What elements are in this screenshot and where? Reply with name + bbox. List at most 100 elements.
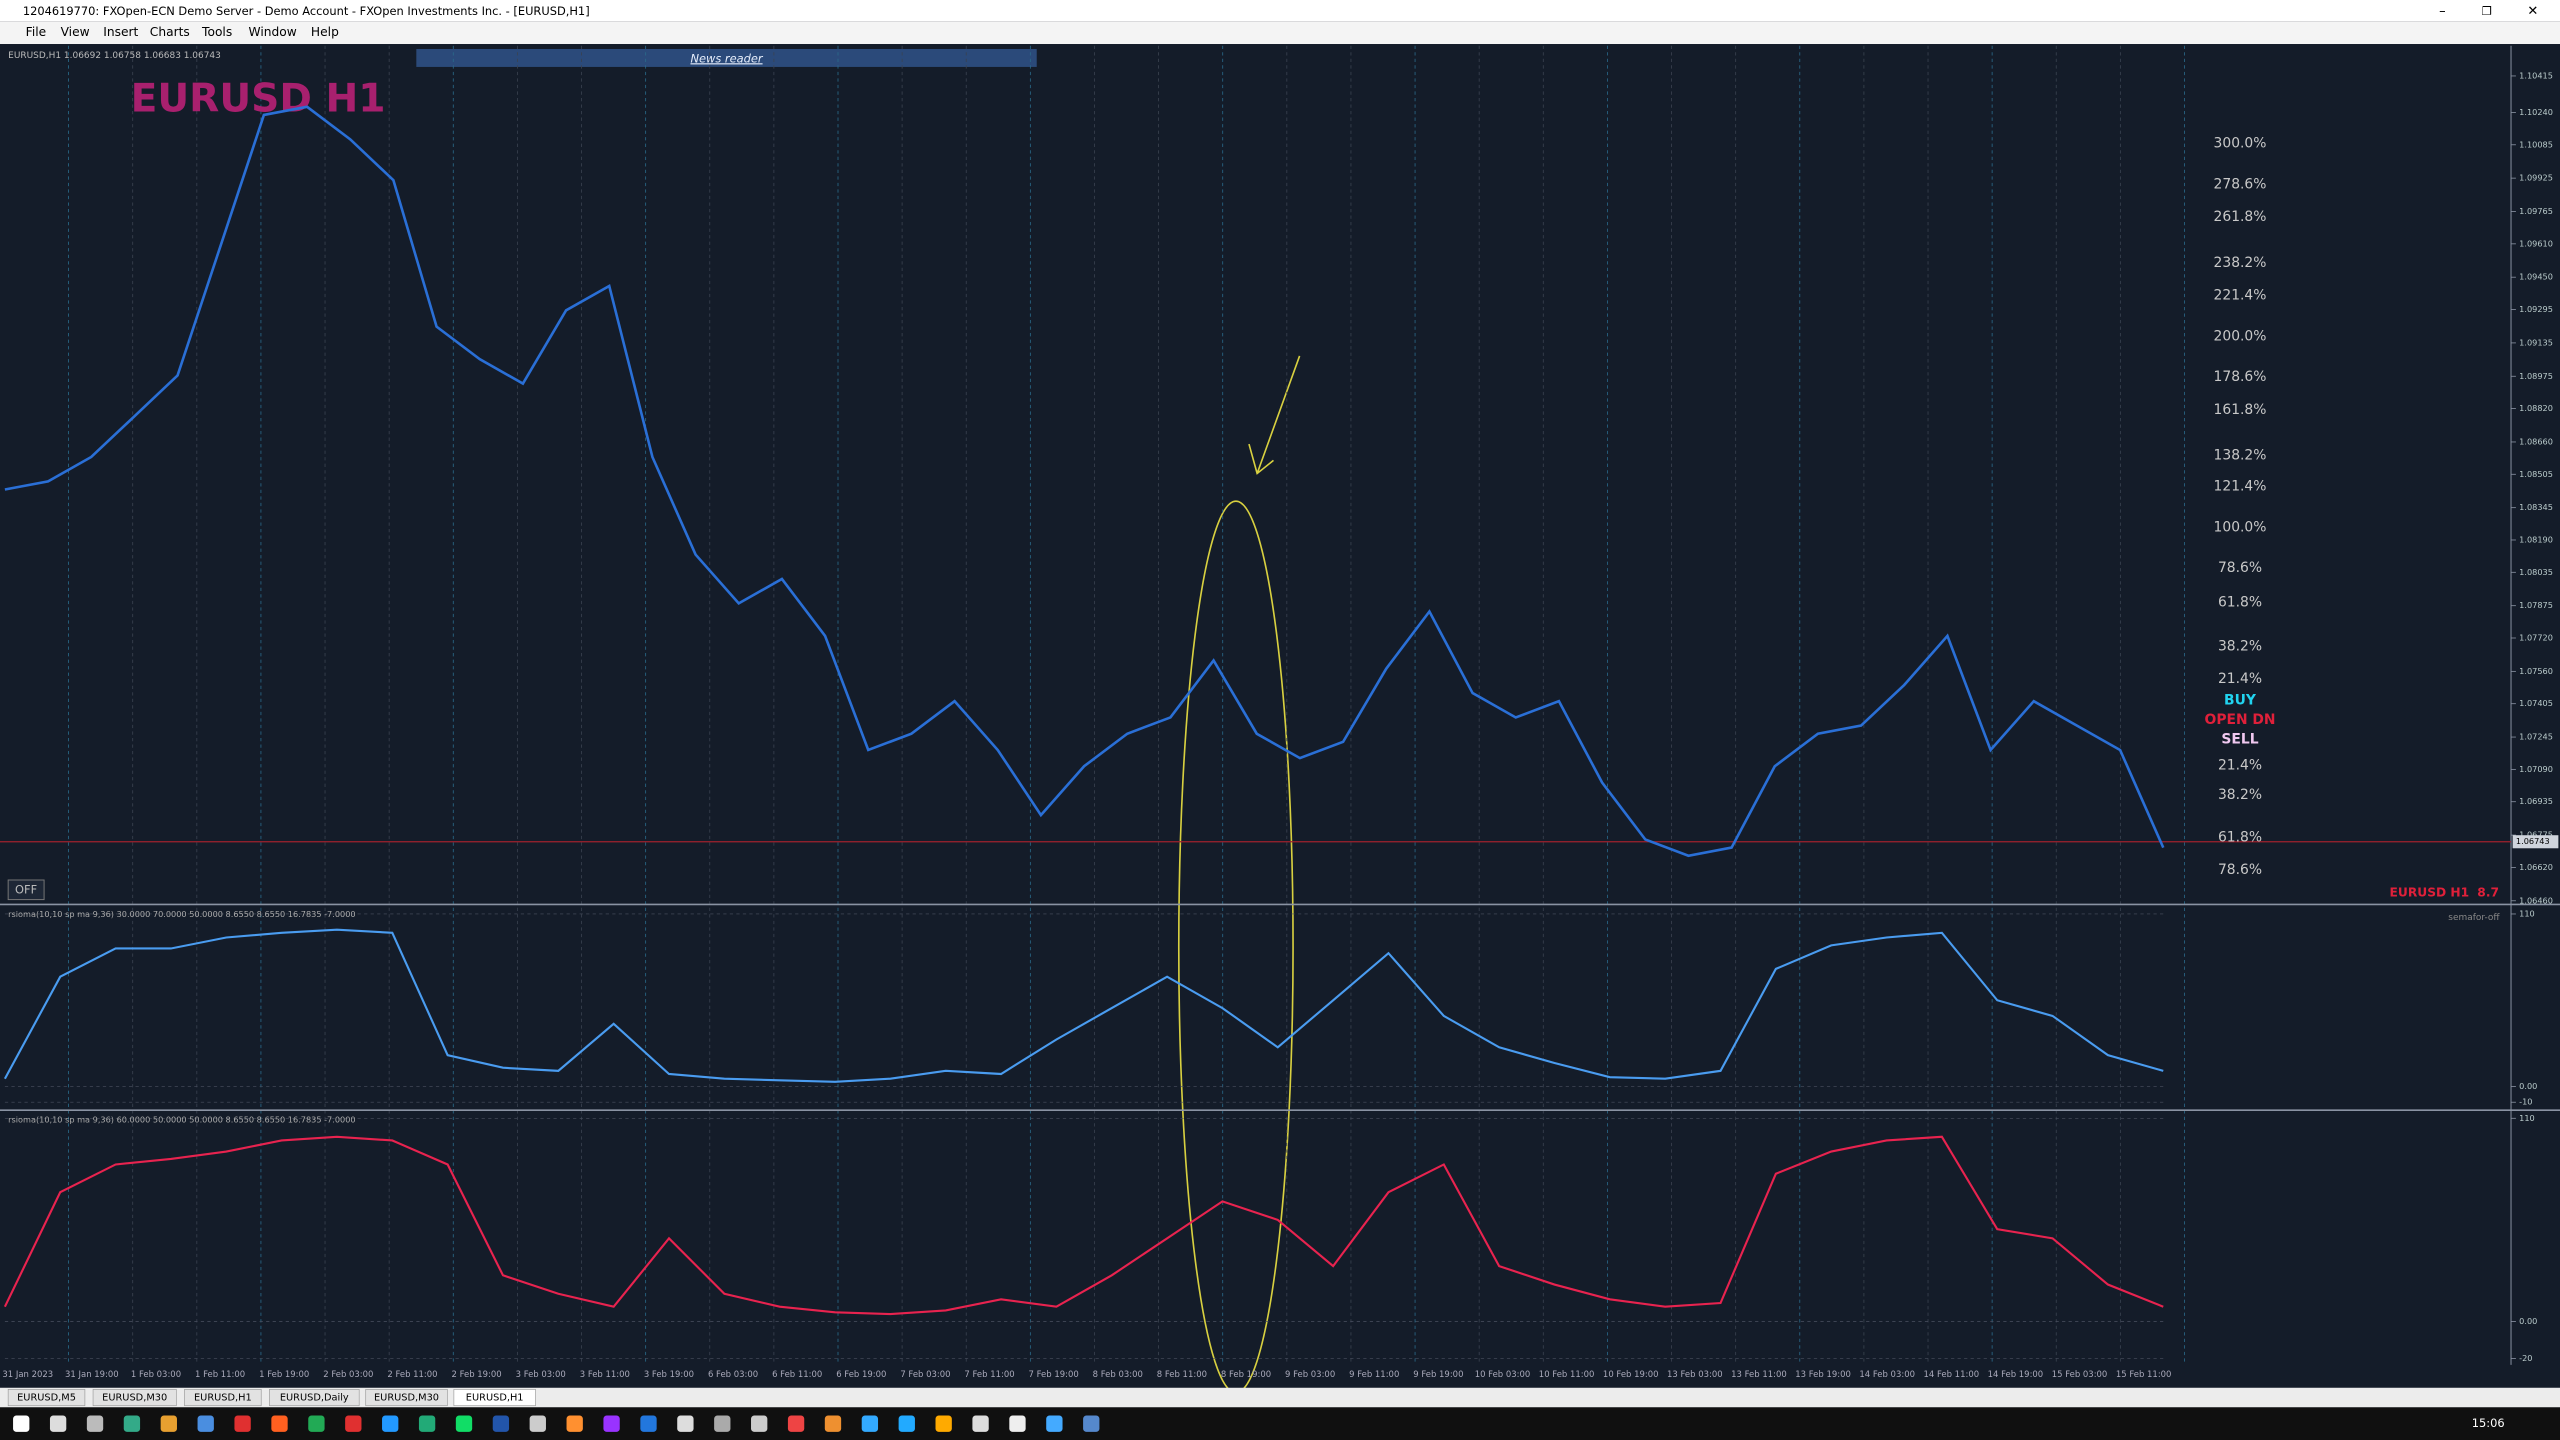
symbol-info: EURUSD,H1 1.06692 1.06758 1.06683 1.0674… xyxy=(8,51,221,61)
time-label: 15 Feb 03:00 xyxy=(2052,1369,2108,1379)
current-price-label: 1.06743 xyxy=(2516,836,2550,846)
time-label: 2 Feb 03:00 xyxy=(323,1369,373,1379)
y-tick-label: 1.07090 xyxy=(2519,764,2553,774)
y-tick-label: 1.08505 xyxy=(2519,469,2553,479)
tab[interactable] xyxy=(453,1389,536,1407)
menu-item[interactable]: Charts xyxy=(150,25,190,39)
fib-level: 61.8% xyxy=(2218,594,2262,610)
taskbar-icon[interactable] xyxy=(1046,1415,1063,1432)
fib-level: 138.2% xyxy=(2214,448,2267,464)
taskbar-icon[interactable] xyxy=(824,1415,842,1432)
time-label: 1 Feb 03:00 xyxy=(131,1369,181,1379)
time-label: 31 Jan 2023 xyxy=(2,1369,53,1379)
time-label: 10 Feb 11:00 xyxy=(1539,1369,1595,1379)
tab-label: EURUSD,M30 xyxy=(102,1393,167,1404)
taskbar-icon[interactable] xyxy=(972,1415,989,1432)
taskbar-icon[interactable] xyxy=(898,1415,915,1432)
news-reader[interactable]: News reader xyxy=(690,51,763,65)
y-tick-label: 1.08345 xyxy=(2519,502,2553,512)
fib-level: 300.0% xyxy=(2214,136,2267,152)
taskbar-icon[interactable] xyxy=(603,1415,620,1432)
taskbar-icon[interactable] xyxy=(677,1415,694,1432)
y-tick-label: 1.08035 xyxy=(2519,567,2553,577)
time-label: 13 Feb 19:00 xyxy=(1795,1369,1851,1379)
minimize[interactable]: – xyxy=(2439,4,2446,19)
tab[interactable] xyxy=(269,1389,360,1407)
y-tick-label: 1.07245 xyxy=(2519,732,2553,742)
time-label: 7 Feb 19:00 xyxy=(1029,1369,1079,1379)
time-label: 9 Feb 11:00 xyxy=(1349,1369,1399,1379)
y-tick-label: 1.09450 xyxy=(2519,272,2553,282)
time-label: 6 Feb 11:00 xyxy=(772,1369,822,1379)
y-tick-label: 1.07875 xyxy=(2519,600,2553,610)
taskbar-icon[interactable] xyxy=(566,1415,583,1432)
taskbar-icon[interactable] xyxy=(861,1415,879,1432)
time-label: 14 Feb 19:00 xyxy=(1988,1369,2044,1379)
taskbar-icon[interactable] xyxy=(455,1415,473,1432)
menu-item[interactable]: Insert xyxy=(103,25,138,39)
taskbar-icon[interactable] xyxy=(86,1415,104,1432)
fib-level: 21.4% xyxy=(2218,758,2262,774)
tab[interactable] xyxy=(92,1389,177,1407)
y-tick-label: 1.10415 xyxy=(2519,70,2553,80)
close[interactable]: ✕ xyxy=(2527,4,2538,19)
taskbar-icon[interactable] xyxy=(308,1415,325,1432)
maximize[interactable]: ❐ xyxy=(2482,4,2492,18)
y-tick-label: -10 xyxy=(2519,1097,2532,1107)
menu-item[interactable]: File xyxy=(26,25,46,39)
fib-level: 278.6% xyxy=(2214,176,2267,192)
fib-level: 61.8% xyxy=(2218,830,2262,846)
taskbar-icon[interactable] xyxy=(714,1415,731,1432)
taskbar-icon[interactable] xyxy=(529,1415,546,1432)
taskbar-icon[interactable] xyxy=(345,1415,362,1432)
corner-label: EURUSD H1 xyxy=(2390,886,2470,900)
price-line xyxy=(4,105,2165,858)
taskbar-icon[interactable] xyxy=(935,1415,952,1432)
time-label: 15 Feb 11:00 xyxy=(2116,1369,2172,1379)
price-line xyxy=(3,928,2164,1083)
time-label: 13 Feb 03:00 xyxy=(1667,1369,1723,1379)
taskbar-icon[interactable] xyxy=(1083,1415,1100,1432)
menu-item[interactable]: View xyxy=(61,25,90,39)
y-tick-label: 1.09295 xyxy=(2519,304,2553,314)
y-tick-label: 1.08820 xyxy=(2519,403,2553,413)
taskbar-icon[interactable] xyxy=(271,1415,288,1432)
y-tick-label: 110 xyxy=(2519,908,2535,918)
news-reader-bar[interactable] xyxy=(416,48,1037,67)
menu-item[interactable]: Tools xyxy=(201,25,232,39)
y-tick-label: 1.06775 xyxy=(2519,830,2553,840)
time-label: 14 Feb 11:00 xyxy=(1924,1369,1980,1379)
time-label: 8 Feb 03:00 xyxy=(1093,1369,1143,1379)
taskbar-icon[interactable] xyxy=(492,1415,510,1432)
taskbar-icon[interactable] xyxy=(418,1415,436,1432)
menu-bar xyxy=(0,21,2560,45)
taskbar-icon[interactable] xyxy=(751,1415,768,1432)
time-label: 1 Feb 11:00 xyxy=(195,1369,245,1379)
fib-level: OPEN DN xyxy=(2205,712,2276,728)
y-tick-label: 1.06935 xyxy=(2519,796,2553,806)
taskbar-icon[interactable] xyxy=(382,1415,399,1432)
fib-level: 200.0% xyxy=(2214,328,2267,344)
time-label: 3 Feb 03:00 xyxy=(516,1369,566,1379)
taskbar-icon[interactable] xyxy=(123,1415,141,1432)
tab-bar xyxy=(0,1387,2560,1408)
taskbar-icon[interactable] xyxy=(197,1415,214,1432)
clock: 15:06 xyxy=(2472,1416,2505,1430)
off-button[interactable] xyxy=(7,879,45,901)
taskbar-icon[interactable] xyxy=(13,1415,30,1432)
menu-item[interactable]: Help xyxy=(311,25,339,39)
time-label: 6 Feb 03:00 xyxy=(708,1369,758,1379)
tab[interactable] xyxy=(365,1389,448,1407)
current-price-box xyxy=(2512,835,2559,849)
taskbar-icon[interactable] xyxy=(640,1415,657,1432)
menu-item[interactable]: Window xyxy=(249,25,297,39)
taskbar-icon[interactable] xyxy=(49,1415,67,1432)
taskbar-icon[interactable] xyxy=(787,1415,805,1432)
taskbar-icon[interactable] xyxy=(160,1415,177,1432)
taskbar-icon[interactable] xyxy=(234,1415,251,1432)
tab[interactable] xyxy=(184,1389,262,1407)
tab[interactable] xyxy=(7,1389,86,1407)
fib-level: 178.6% xyxy=(2214,369,2267,385)
taskbar-icon[interactable] xyxy=(1009,1415,1026,1432)
